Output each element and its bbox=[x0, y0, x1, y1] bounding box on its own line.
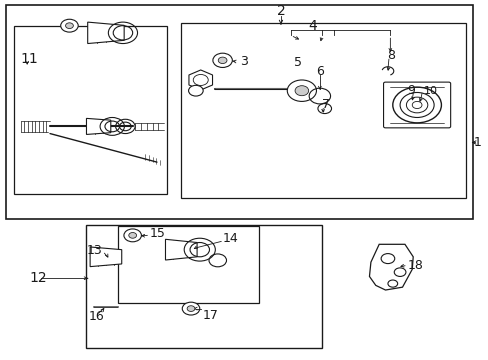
Polygon shape bbox=[87, 22, 124, 44]
FancyBboxPatch shape bbox=[383, 82, 450, 128]
Text: 2: 2 bbox=[276, 4, 285, 18]
Text: 18: 18 bbox=[407, 258, 423, 271]
Text: 7: 7 bbox=[321, 99, 329, 112]
Text: 14: 14 bbox=[223, 232, 238, 245]
Text: 5: 5 bbox=[293, 55, 302, 69]
Polygon shape bbox=[86, 118, 111, 134]
Bar bbox=[118, 226, 259, 303]
Text: 1: 1 bbox=[473, 136, 481, 149]
Text: 9: 9 bbox=[407, 84, 414, 97]
Circle shape bbox=[287, 80, 316, 102]
Bar bbox=[86, 225, 322, 348]
Circle shape bbox=[65, 23, 73, 28]
Text: 3: 3 bbox=[239, 55, 247, 68]
Bar bbox=[6, 5, 472, 219]
Circle shape bbox=[187, 306, 195, 311]
Polygon shape bbox=[369, 244, 412, 290]
Circle shape bbox=[123, 229, 141, 242]
Text: 13: 13 bbox=[86, 244, 102, 257]
Bar bbox=[181, 23, 465, 198]
Circle shape bbox=[128, 233, 136, 238]
Text: 6: 6 bbox=[315, 64, 323, 77]
Polygon shape bbox=[90, 247, 122, 267]
Circle shape bbox=[61, 19, 78, 32]
Text: 4: 4 bbox=[307, 19, 316, 33]
Text: 16: 16 bbox=[88, 310, 104, 323]
Text: 8: 8 bbox=[386, 49, 394, 62]
Circle shape bbox=[212, 53, 232, 67]
Circle shape bbox=[294, 86, 308, 96]
Text: 11: 11 bbox=[21, 52, 39, 66]
Circle shape bbox=[218, 57, 226, 64]
Polygon shape bbox=[165, 239, 197, 260]
Text: 15: 15 bbox=[149, 227, 165, 240]
Text: 17: 17 bbox=[203, 309, 219, 322]
Text: 10: 10 bbox=[423, 86, 437, 96]
Bar bbox=[14, 26, 166, 194]
Circle shape bbox=[188, 85, 203, 96]
Circle shape bbox=[182, 302, 200, 315]
Text: 12: 12 bbox=[30, 271, 47, 285]
Polygon shape bbox=[188, 70, 212, 90]
